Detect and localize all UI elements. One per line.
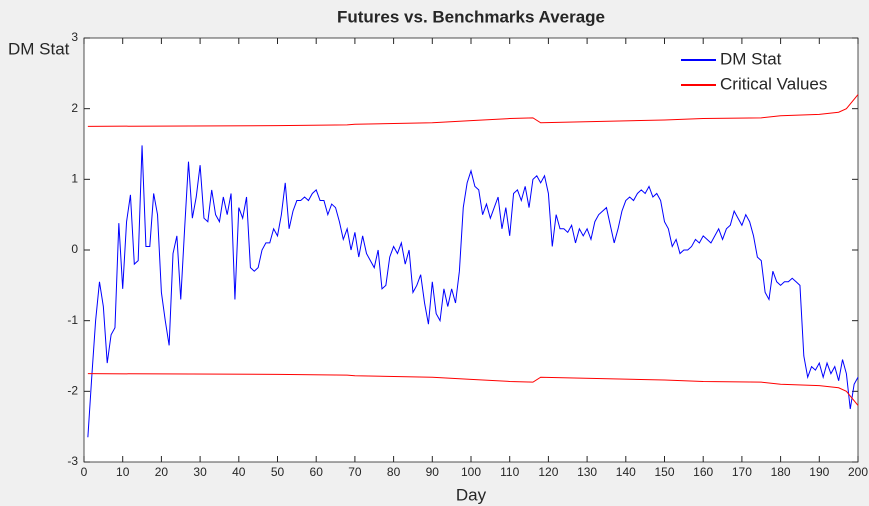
x-tick-label: 10 xyxy=(116,465,130,479)
y-tick-label: -2 xyxy=(67,384,78,398)
x-tick-label: 200 xyxy=(848,465,868,479)
x-tick-label: 70 xyxy=(348,465,362,479)
y-tick-label: -1 xyxy=(67,313,78,327)
line xyxy=(87,94,859,127)
plot-area xyxy=(83,37,859,463)
x-tick-label: 160 xyxy=(693,465,713,479)
y-tick-label: 3 xyxy=(71,30,78,44)
x-tick-label: 180 xyxy=(771,465,791,479)
legend-label: Critical Values xyxy=(720,74,827,93)
line-lower xyxy=(87,373,859,406)
line xyxy=(87,145,859,438)
x-tick-label: 120 xyxy=(538,465,558,479)
x-tick-label: 150 xyxy=(654,465,674,479)
y-tick-label: 0 xyxy=(71,242,78,256)
legend-label: DM Stat xyxy=(720,49,782,68)
x-tick-label: 100 xyxy=(461,465,481,479)
x-tick-label: 0 xyxy=(81,465,88,479)
y-axis-label: DM Stat xyxy=(8,39,70,58)
y-tick-label: -3 xyxy=(67,454,78,468)
x-tick-label: 20 xyxy=(155,465,169,479)
x-tick-label: 190 xyxy=(809,465,829,479)
y-tick-label: 2 xyxy=(71,101,78,115)
x-tick-label: 60 xyxy=(310,465,324,479)
x-tick-label: 50 xyxy=(271,465,285,479)
x-tick-label: 80 xyxy=(387,465,401,479)
x-tick-label: 90 xyxy=(426,465,440,479)
x-tick-label: 40 xyxy=(232,465,246,479)
x-tick-label: 140 xyxy=(616,465,636,479)
chart-title: Futures vs. Benchmarks Average xyxy=(337,7,605,26)
x-tick-label: 30 xyxy=(193,465,207,479)
x-tick-label: 110 xyxy=(500,465,519,479)
y-tick-label: 1 xyxy=(71,172,78,186)
x-tick-label: 130 xyxy=(577,465,597,479)
x-axis-label: Day xyxy=(456,485,487,504)
x-tick-label: 170 xyxy=(732,465,752,479)
